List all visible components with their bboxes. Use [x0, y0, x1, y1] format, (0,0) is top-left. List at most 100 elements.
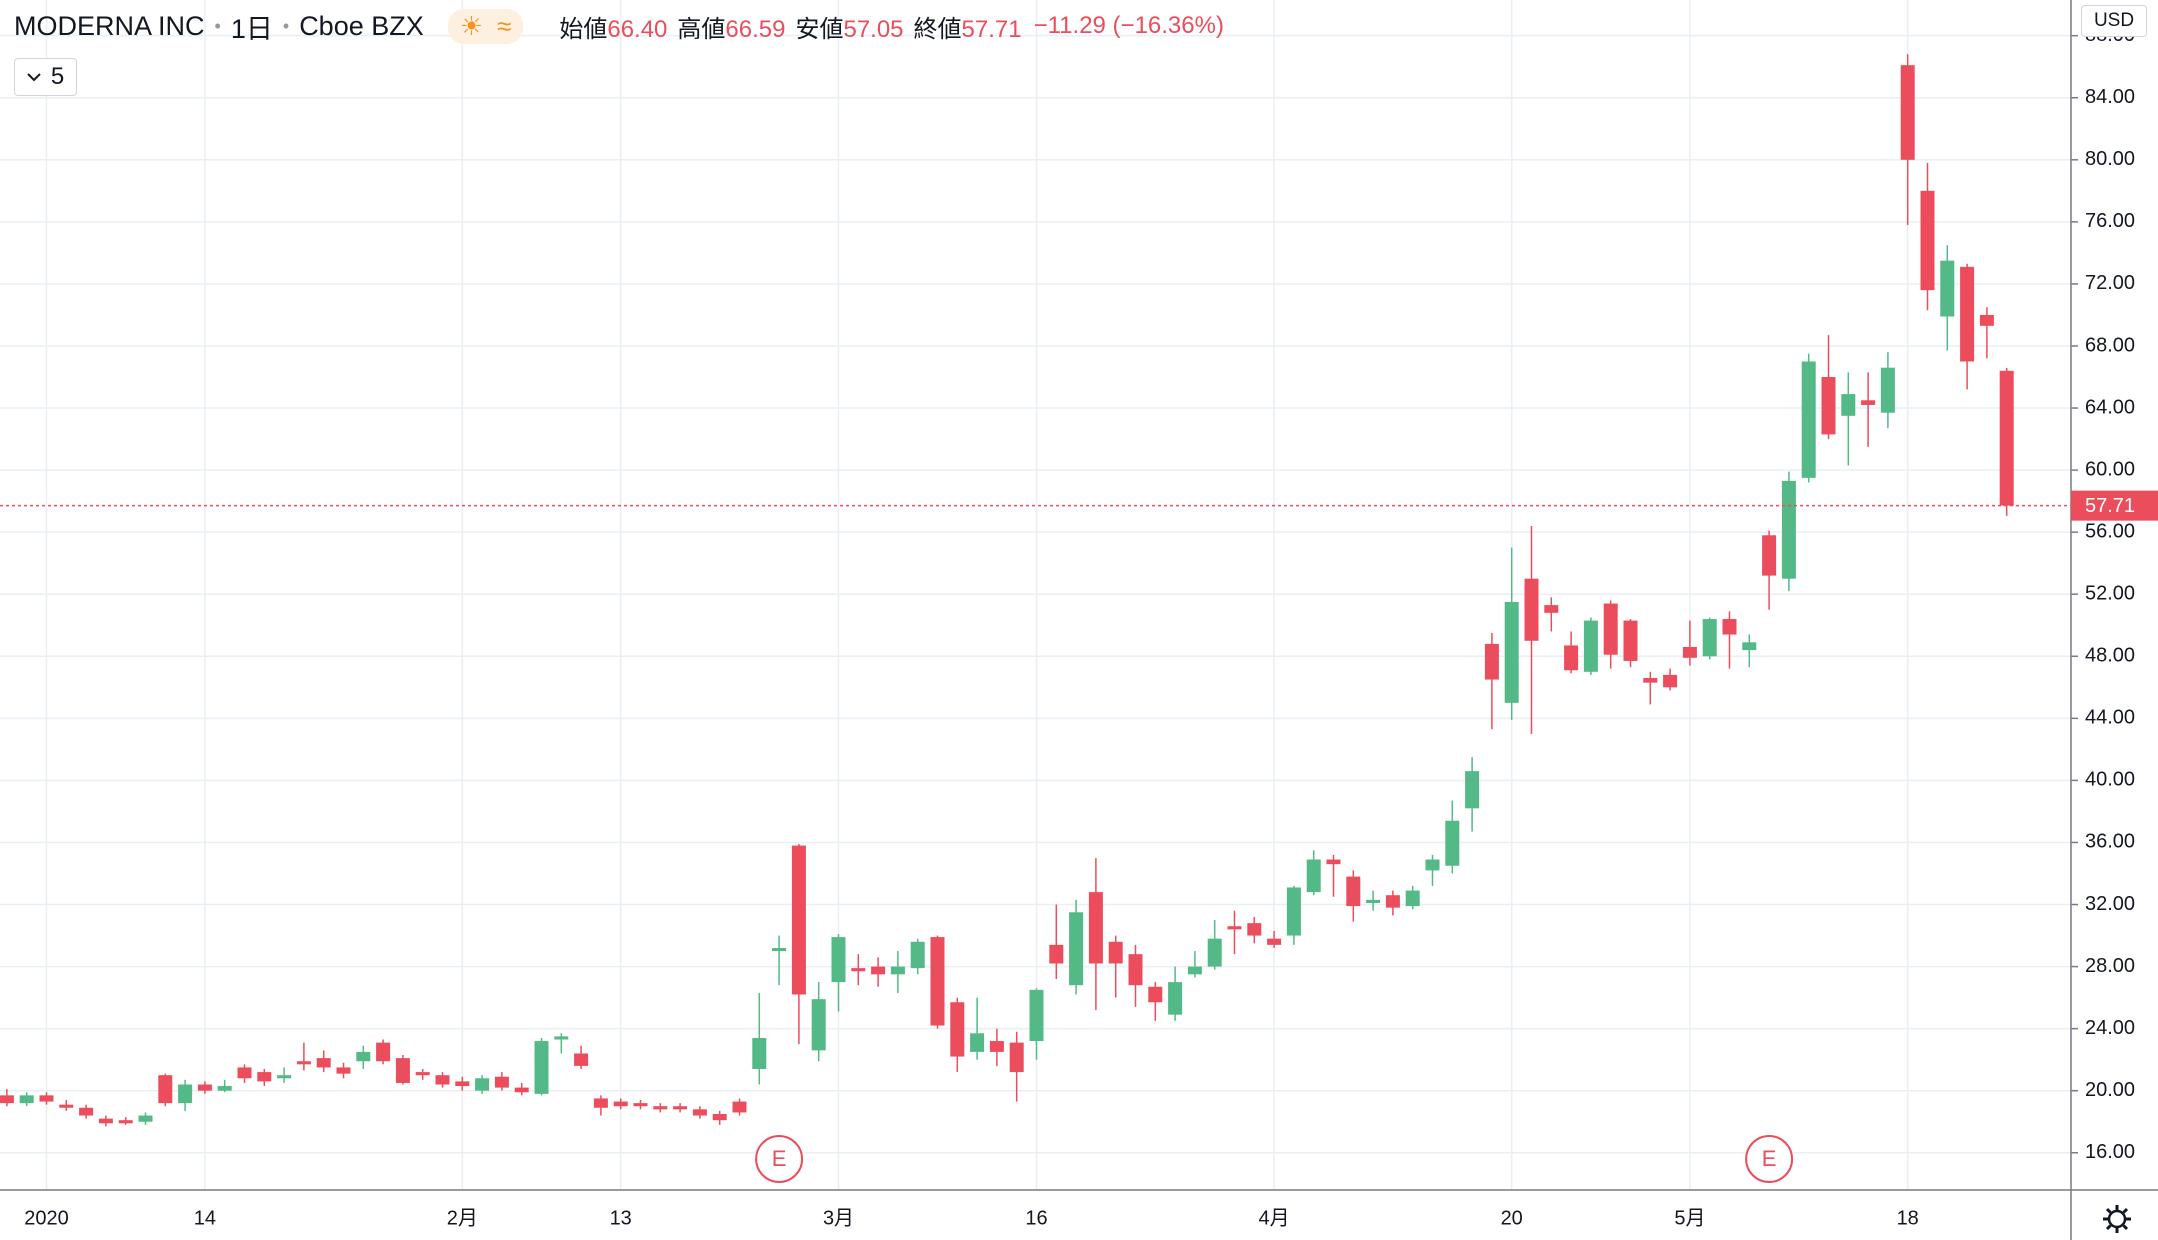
candle-body [692, 1109, 707, 1116]
candle-body [1781, 480, 1796, 579]
y-tick-label: 60.00 [2085, 458, 2135, 480]
candle-body [831, 937, 846, 983]
exchange: Cboe BZX [299, 10, 424, 41]
interval[interactable]: 1日 [230, 13, 273, 44]
candle-body [1306, 859, 1321, 893]
ohlc-value: 57.71 [961, 15, 1022, 43]
separator: • [282, 15, 290, 36]
candle-body [534, 1041, 549, 1094]
candle-body [1702, 619, 1717, 657]
candle-body [237, 1067, 252, 1079]
indicator-toggle[interactable]: 5 [14, 58, 77, 96]
sun-icon[interactable]: ☀ [459, 10, 484, 41]
candle-body [316, 1058, 331, 1068]
x-tick-label: 3月 [823, 1207, 854, 1229]
wave-icon[interactable]: ≈ [497, 10, 512, 41]
ohlc-label: 高値 [677, 15, 726, 43]
candle-body [1940, 260, 1955, 317]
ohlc-value: 66.59 [725, 15, 786, 43]
symbol[interactable]: MODERNA INC [14, 10, 205, 41]
separator: • [214, 15, 221, 36]
candle-body [732, 1101, 747, 1113]
y-tick-label: 44.00 [2085, 707, 2135, 729]
candle-body [1603, 603, 1618, 655]
candle-body [79, 1107, 94, 1116]
candle-body [1465, 771, 1480, 809]
candle-body [1841, 394, 1856, 416]
candle-body [1029, 989, 1044, 1042]
earnings-label: E [1762, 1146, 1777, 1171]
candle-body [653, 1106, 668, 1110]
candle-body [356, 1051, 371, 1062]
y-tick-label: 64.00 [2085, 396, 2135, 418]
currency[interactable]: USD [2081, 5, 2147, 37]
y-tick-label: 16.00 [2085, 1141, 2135, 1163]
candle-body [59, 1104, 74, 1108]
candle-body [1999, 370, 2014, 506]
session-icons[interactable]: ☀ ≈ [447, 8, 524, 44]
gear-teeth[interactable] [2103, 1205, 2131, 1233]
candle-body [1861, 400, 1876, 405]
candle-body [1267, 938, 1282, 945]
candle-body [1425, 859, 1440, 871]
candle-body [890, 966, 905, 975]
ohlc-value: 66.40 [607, 15, 668, 43]
candle-body [1762, 535, 1777, 576]
y-tick-label: 48.00 [2085, 645, 2135, 667]
candle-body [98, 1118, 113, 1124]
indicator-count[interactable]: 5 [50, 63, 65, 90]
header: MODERNA INC • 1日 • Cboe BZX ☀ ≈ 始値66.40 高値66… [14, 8, 1224, 44]
candle-body [989, 1041, 1004, 1052]
candle-body [1643, 678, 1658, 683]
candle-body [118, 1120, 133, 1124]
y-tick-label: 20.00 [2085, 1079, 2135, 1101]
x-tick-label: 18 [1897, 1207, 1919, 1229]
candle-body [376, 1042, 391, 1062]
candle-body [1623, 620, 1638, 661]
candle-body [1168, 982, 1183, 1015]
candle-body [0, 1095, 14, 1104]
earnings-marker[interactable] [1745, 1135, 1794, 1183]
candle-body [752, 1037, 767, 1069]
chevron[interactable] [27, 72, 41, 82]
candle-body [871, 966, 886, 975]
y-tick-label: 80.00 [2085, 148, 2135, 170]
y-tick-label: 36.00 [2085, 831, 2135, 853]
candle-body [178, 1084, 193, 1104]
candle-body [712, 1113, 727, 1121]
candle-body [138, 1115, 153, 1122]
earnings-marker[interactable] [755, 1135, 804, 1183]
candle-body [1227, 926, 1242, 930]
candle-body [772, 947, 787, 952]
candle-body [1385, 895, 1400, 908]
y-tick-label: 24.00 [2085, 1017, 2135, 1039]
x-tick-label: 2月 [447, 1207, 478, 1229]
x-tick-label: 14 [194, 1207, 216, 1229]
candle-body [1682, 646, 1697, 658]
candle-body [1366, 899, 1381, 903]
candle-body [1108, 941, 1123, 964]
x-tick-label: 20 [1501, 1207, 1523, 1229]
y-tick-label: 52.00 [2085, 583, 2135, 605]
gear[interactable] [2107, 1209, 2127, 1229]
y-tick-label: 72.00 [2085, 272, 2135, 294]
y-tick-label: 32.00 [2085, 893, 2135, 915]
candle-body [950, 1002, 965, 1057]
ohlc-value: 57.05 [843, 15, 904, 43]
candle-body [673, 1106, 688, 1110]
candle-body [1346, 876, 1361, 907]
candle-body [1187, 966, 1202, 975]
candle-body [1484, 643, 1499, 680]
y-tick-label: 28.00 [2085, 955, 2135, 977]
y-tick-label: 84.00 [2085, 86, 2135, 108]
candle-body [455, 1081, 470, 1087]
candle-body [633, 1103, 648, 1107]
candle-body [1663, 674, 1678, 688]
y-tick-label: 76.00 [2085, 210, 2135, 232]
candle-body [395, 1058, 410, 1083]
x-tick-label: 5月 [1674, 1207, 1705, 1229]
settings-icon[interactable] [2103, 1205, 2131, 1233]
candle-body [811, 999, 826, 1051]
candle-body [1544, 605, 1559, 613]
ohlc: 始値66.40 高値66.59 安値57.05 終値57.71 [549, 9, 1021, 44]
